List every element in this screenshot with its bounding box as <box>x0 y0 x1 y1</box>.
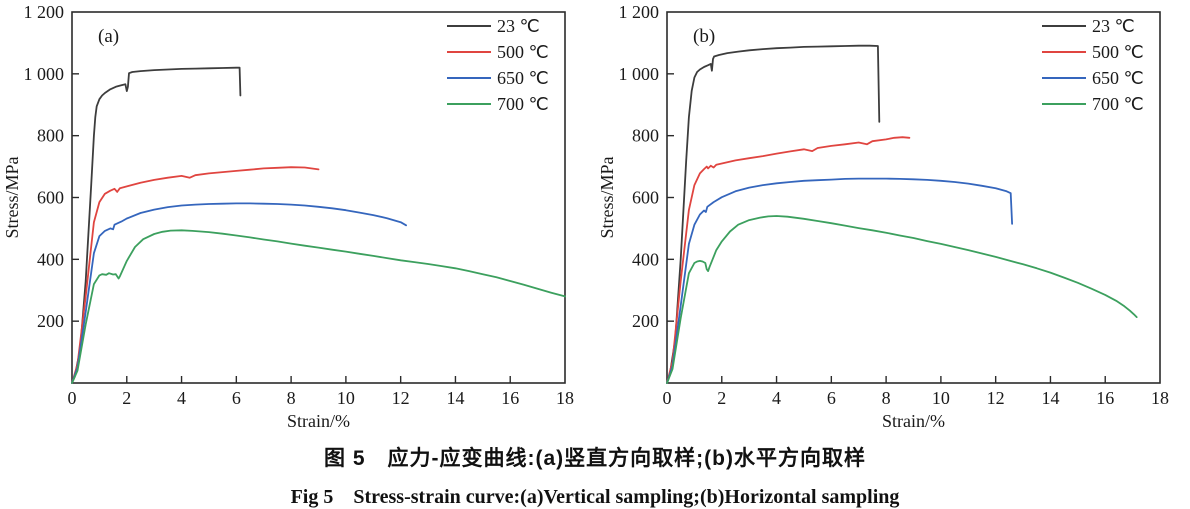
panel-label: (b) <box>693 26 715 47</box>
figure-captions: 图 5 应力-应变曲线:(a)竖直方向取样;(b)水平方向取样 Fig 5 St… <box>0 436 1190 509</box>
legend-item: 500 ℃ <box>447 42 549 62</box>
panel-label: (a) <box>98 26 119 47</box>
legend-label: 650 ℃ <box>497 68 549 88</box>
x-tick-label: 4 <box>177 388 186 408</box>
legend: 23 ℃ 500 ℃ 650 ℃ 700 ℃ <box>1042 16 1144 114</box>
x-tick-label: 0 <box>68 388 77 408</box>
series-line-700C <box>71 229 566 384</box>
legend-item: 23 ℃ <box>447 16 540 36</box>
chart-panel-b: 0 2 4 6 8 10 12 14 16 18 200 400 600 800 1 000 1 200 Str… <box>595 0 1190 432</box>
series-line-500C <box>71 166 320 384</box>
y-tick-label: 400 <box>37 249 64 269</box>
legend-label: 700 ℃ <box>497 94 549 114</box>
y-tick-label: 200 <box>632 311 659 331</box>
legend-item: 700 ℃ <box>1042 94 1144 114</box>
legend-item: 650 ℃ <box>447 68 549 88</box>
series-line-500C <box>666 136 911 384</box>
legend-item: 23 ℃ <box>1042 16 1135 36</box>
x-axis-title: Strain/% <box>287 411 350 431</box>
series-line-700C <box>666 215 1138 384</box>
x-tick-label: 2 <box>122 388 131 408</box>
x-tick-label: 16 <box>1096 388 1114 408</box>
x-tick-label: 10 <box>932 388 950 408</box>
legend-item: 500 ℃ <box>1042 42 1144 62</box>
plot-frame <box>666 11 1161 384</box>
x-axis-title: Strain/% <box>882 411 945 431</box>
legend-label: 700 ℃ <box>1092 94 1144 114</box>
y-tick-label: 600 <box>632 188 659 208</box>
chart-b: 0 2 4 6 8 10 12 14 16 18 200 400 600 800 1 000 1 200 Str… <box>597 2 1169 431</box>
caption-english: Fig 5 Stress-strain curve:(a)Vertical sa… <box>290 486 900 508</box>
x-tick-label: 8 <box>882 388 891 408</box>
legend: 23 ℃ 500 ℃ 650 ℃ 700 ℃ <box>447 16 549 114</box>
legend-label: 500 ℃ <box>1092 42 1144 62</box>
y-tick-label: 200 <box>37 311 64 331</box>
legend-item: 700 ℃ <box>447 94 549 114</box>
x-tick-label: 18 <box>556 388 574 408</box>
series-line-23C <box>71 66 242 384</box>
x-tick-label: 12 <box>987 388 1005 408</box>
x-tick-label: 2 <box>717 388 726 408</box>
legend-label: 23 ℃ <box>497 16 540 36</box>
y-tick-label: 1 000 <box>619 64 660 84</box>
x-tick-label: 6 <box>827 388 836 408</box>
x-tick-label: 16 <box>501 388 519 408</box>
chart-a: 0 2 4 6 8 10 12 14 16 18 200 400 600 800 1 000 1 200 Str… <box>2 2 574 431</box>
y-tick-label: 400 <box>632 249 659 269</box>
y-tick-label: 1 200 <box>24 2 65 22</box>
y-tick-label: 1 200 <box>619 2 660 22</box>
series-line-650C <box>71 202 408 384</box>
x-tick-label: 4 <box>772 388 781 408</box>
y-axis-title: Stress/MPa <box>597 156 617 238</box>
legend-label: 650 ℃ <box>1092 68 1144 88</box>
y-tick-label: 800 <box>37 126 64 146</box>
series-line-23C <box>666 44 881 384</box>
x-tick-label: 0 <box>663 388 672 408</box>
y-axis-title: Stress/MPa <box>2 156 22 238</box>
x-tick-label: 12 <box>392 388 410 408</box>
x-tick-label: 14 <box>1041 388 1059 408</box>
caption-chinese: 图 5 应力-应变曲线:(a)竖直方向取样;(b)水平方向取样 <box>324 447 866 470</box>
legend-label: 500 ℃ <box>497 42 549 62</box>
legend-item: 650 ℃ <box>1042 68 1144 88</box>
x-tick-label: 18 <box>1151 388 1169 408</box>
plot-frame <box>71 11 566 384</box>
chart-panel-a: 0 2 4 6 8 10 12 14 16 18 200 400 600 800 1 000 1 200 Str… <box>0 0 595 432</box>
legend-label: 23 ℃ <box>1092 16 1135 36</box>
x-tick-label: 8 <box>287 388 296 408</box>
x-tick-label: 14 <box>446 388 464 408</box>
y-tick-label: 1 000 <box>24 64 65 84</box>
y-tick-label: 600 <box>37 188 64 208</box>
x-tick-label: 10 <box>337 388 355 408</box>
y-tick-label: 800 <box>632 126 659 146</box>
x-tick-label: 6 <box>232 388 241 408</box>
series-line-650C <box>666 177 1014 384</box>
